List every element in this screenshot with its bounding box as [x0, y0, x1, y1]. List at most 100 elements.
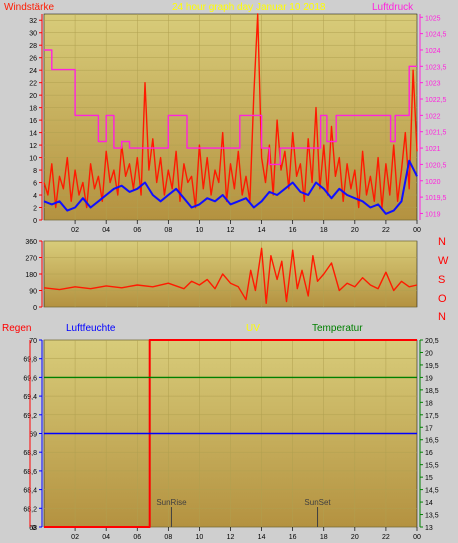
uv-axis-title: UV [246, 323, 260, 334]
y-tick-label: 14 [29, 131, 37, 138]
y-tick-label: 10 [29, 156, 37, 163]
y2-tick-label: 18,5 [425, 388, 439, 395]
direction-label: O [438, 293, 447, 305]
x-tick-label: 22 [382, 534, 390, 541]
humidity-axis-title: Luftfeuchte [66, 323, 116, 334]
y2-tick-label: 1024,5 [425, 32, 447, 39]
x-tick-label: 00 [413, 227, 421, 234]
direction-label: N [438, 311, 446, 323]
y-tick-label: 22 [29, 81, 37, 88]
y-tick-label: 360 [25, 239, 37, 246]
y-tick-label: 6 [33, 181, 37, 188]
direction-label: W [438, 255, 449, 267]
y2-tick-label: 14 [425, 500, 433, 507]
y-tick-label: 12 [29, 143, 37, 150]
y2-tick-label: 13,5 [425, 513, 439, 520]
y2-tick-label: 1020 [425, 179, 441, 186]
y2-tick-label: 19,5 [425, 363, 439, 370]
x-tick-label: 06 [133, 534, 141, 541]
y-tick-label: 90 [29, 289, 37, 296]
x-tick-label: 14 [258, 227, 266, 234]
y2-tick-label: 14,5 [425, 488, 439, 495]
y-tick-label: 16 [29, 118, 37, 125]
x-tick-label: 22 [382, 227, 390, 234]
y2-tick-label: 1019,5 [425, 195, 447, 202]
y2-tick-label: 1022,5 [425, 97, 447, 104]
x-tick-label: 10 [196, 227, 204, 234]
y-tick-label: 20 [29, 93, 37, 100]
x-tick-label: 16 [289, 534, 297, 541]
y-tick-label: 0 [33, 305, 37, 312]
x-tick-label: 04 [102, 534, 110, 541]
x-tick-label: 16 [289, 227, 297, 234]
x-tick-label: 08 [164, 534, 172, 541]
y-tick-label: 2 [33, 206, 37, 213]
pressure-axis-title: Luftdruck [372, 2, 414, 13]
y-tick-label: 24 [29, 68, 37, 75]
y-tick-label: 70 [29, 338, 37, 345]
y2-tick-label: 15 [425, 475, 433, 482]
series-line-direction [43, 247, 418, 304]
y2-tick-label: 1021 [425, 146, 441, 153]
y-tick-label: 270 [25, 256, 37, 263]
y2-tick-label: 1025 [425, 15, 441, 22]
wind-pressure-panel: 0246810121416182022242628303210191019,51… [29, 13, 447, 234]
x-tick-label: 08 [164, 227, 172, 234]
y2-tick-label: 16 [425, 450, 433, 457]
y2-tick-label: 16,5 [425, 438, 439, 445]
x-tick-label: 20 [351, 534, 359, 541]
y2-tick-label: 20,5 [425, 338, 439, 345]
y2-tick-label: 1024 [425, 48, 441, 55]
y2-tick-label: 1023 [425, 81, 441, 88]
y-tick-label: 30 [29, 31, 37, 38]
rain-tick-label: 0 [32, 525, 36, 532]
temperature-axis-title: Temperatur [312, 323, 363, 334]
y2-tick-label: 1023,5 [425, 64, 447, 71]
y2-tick-label: 1021,5 [425, 130, 447, 137]
y-tick-label: 26 [29, 56, 37, 63]
y2-tick-label: 1022 [425, 113, 441, 120]
x-tick-label: 18 [320, 227, 328, 234]
chart-title: 24 hour graph day Januar 10 2018 [172, 2, 326, 13]
x-tick-label: 04 [102, 227, 110, 234]
x-tick-label: 02 [71, 227, 79, 234]
x-tick-label: 12 [227, 534, 235, 541]
sun-label: SunSet [304, 498, 331, 507]
y2-tick-label: 17 [425, 425, 433, 432]
y-tick-label: 69 [29, 432, 37, 439]
y2-tick-label: 13 [425, 525, 433, 532]
rain-humidity-panel: 6868,268,468,668,86969,269,469,669,87013… [23, 338, 438, 541]
y-tick-label: 8 [33, 168, 37, 175]
series-line-wind_avg [43, 159, 418, 215]
series-line-pressure [44, 49, 417, 166]
y-tick-label: 18 [29, 106, 37, 113]
y-tick-label: 28 [29, 43, 37, 50]
sun-label: SunRise [156, 498, 187, 507]
direction-label: N [438, 236, 446, 248]
y2-tick-label: 15,5 [425, 463, 439, 470]
y2-tick-label: 1020,5 [425, 162, 447, 169]
rain-axis-title: Regen [2, 323, 31, 334]
wind-direction-panel: 0 90 180 270 360 [25, 239, 418, 312]
y-tick-label: 0 [33, 218, 37, 225]
y2-tick-label: 20 [425, 350, 433, 357]
y2-tick-label: 17,5 [425, 413, 439, 420]
y2-tick-label: 18 [425, 400, 433, 407]
x-tick-label: 20 [351, 227, 359, 234]
x-tick-label: 18 [320, 534, 328, 541]
y-tick-label: 32 [29, 18, 37, 25]
x-tick-label: 00 [413, 534, 421, 541]
x-tick-label: 10 [196, 534, 204, 541]
series-line-wind [43, 13, 418, 209]
x-tick-label: 06 [133, 227, 141, 234]
y2-tick-label: 19 [425, 375, 433, 382]
direction-label: S [438, 274, 445, 286]
y-tick-label: 4 [33, 193, 37, 200]
x-tick-label: 12 [227, 227, 235, 234]
y-tick-label: 68 [29, 525, 37, 532]
y2-tick-label: 1019 [425, 211, 441, 218]
y-tick-label: 180 [25, 272, 37, 279]
